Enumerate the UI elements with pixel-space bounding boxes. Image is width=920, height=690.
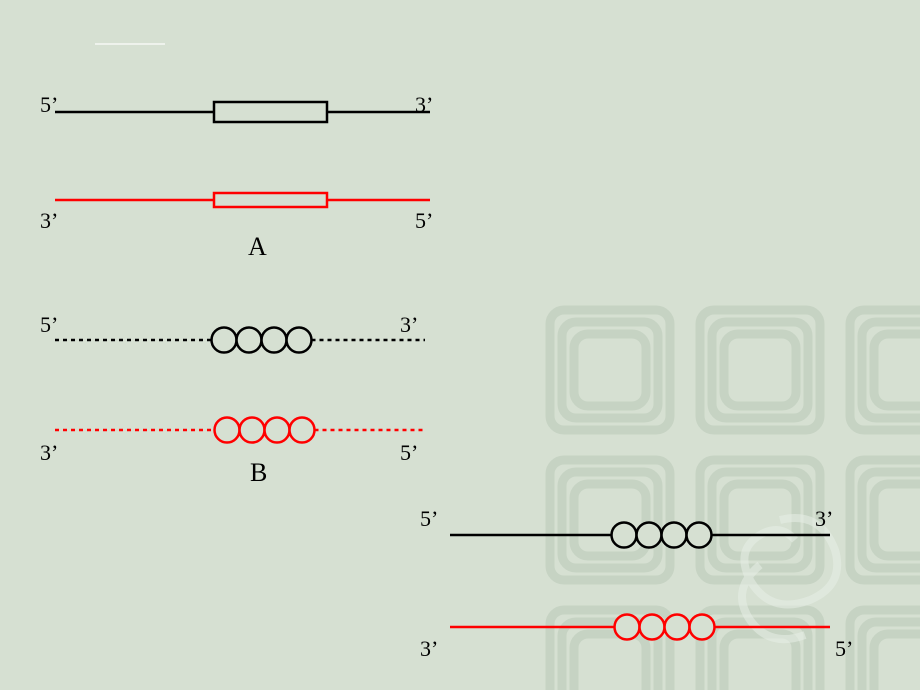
- a-bot-right-label: 5’: [415, 208, 433, 234]
- c-bot-right-label: 5’: [835, 636, 853, 662]
- b-top-right-label: 3’: [400, 312, 418, 338]
- c-bot-left-label: 3’: [420, 636, 438, 662]
- diagram-layer: 5’ 3’ 3’ 5’ A 5’ 3’ 3’ 5’ B 5’ 3’ 3’ 5’: [0, 0, 920, 690]
- panel-b-label: B: [250, 458, 267, 488]
- b-bot-right-label: 5’: [400, 440, 418, 466]
- a-top-right-label: 3’: [415, 92, 433, 118]
- b-bot-left-label: 3’: [40, 440, 58, 466]
- b-top-left-label: 5’: [40, 312, 58, 338]
- c-top-right-label: 3’: [815, 506, 833, 532]
- a-top-left-label: 5’: [40, 92, 58, 118]
- diagram-svg: [0, 0, 920, 690]
- panel-a-label: A: [248, 232, 267, 262]
- a-bot-left-label: 3’: [40, 208, 58, 234]
- c-top-left-label: 5’: [420, 506, 438, 532]
